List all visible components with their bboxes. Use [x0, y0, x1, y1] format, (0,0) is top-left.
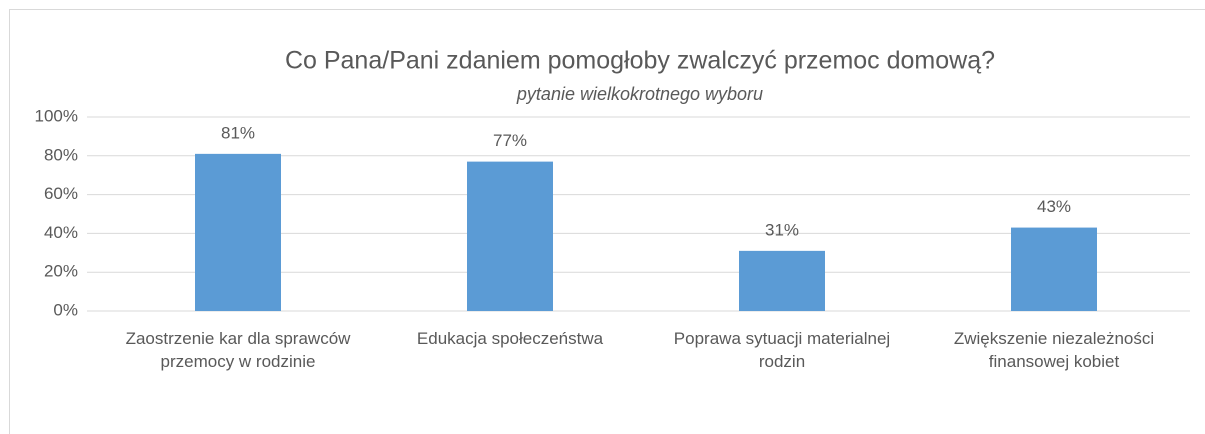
x-tick-label: Zwiększenie niezależności finansowej kob… — [953, 329, 1155, 371]
data-label: 77% — [493, 131, 527, 150]
bar — [467, 161, 553, 311]
data-label: 31% — [765, 220, 799, 239]
y-tick-label: 60% — [44, 184, 78, 203]
x-tick-label: Poprawa sytuacji materialnej rodzin — [673, 329, 891, 371]
bar — [195, 153, 281, 311]
bar — [1011, 227, 1097, 311]
y-tick-label: 80% — [44, 145, 78, 164]
data-label: 81% — [221, 123, 255, 142]
bar — [739, 250, 825, 311]
y-tick-label: 40% — [44, 223, 78, 242]
x-tick-label: Zaostrzenie kar dla sprawców przemocy w … — [125, 329, 351, 371]
chart-title: Co Pana/Pani zdaniem pomogłoby zwalczyć … — [285, 47, 995, 75]
y-tick-label: 20% — [44, 262, 78, 281]
x-tick-label: Edukacja społeczeństwa — [416, 329, 604, 348]
y-tick-label: 100% — [35, 106, 78, 125]
y-tick-label: 0% — [53, 300, 78, 319]
chart-subtitle: pytanie wielkokrotnego wyboru — [516, 84, 763, 104]
data-label: 43% — [1037, 197, 1071, 216]
